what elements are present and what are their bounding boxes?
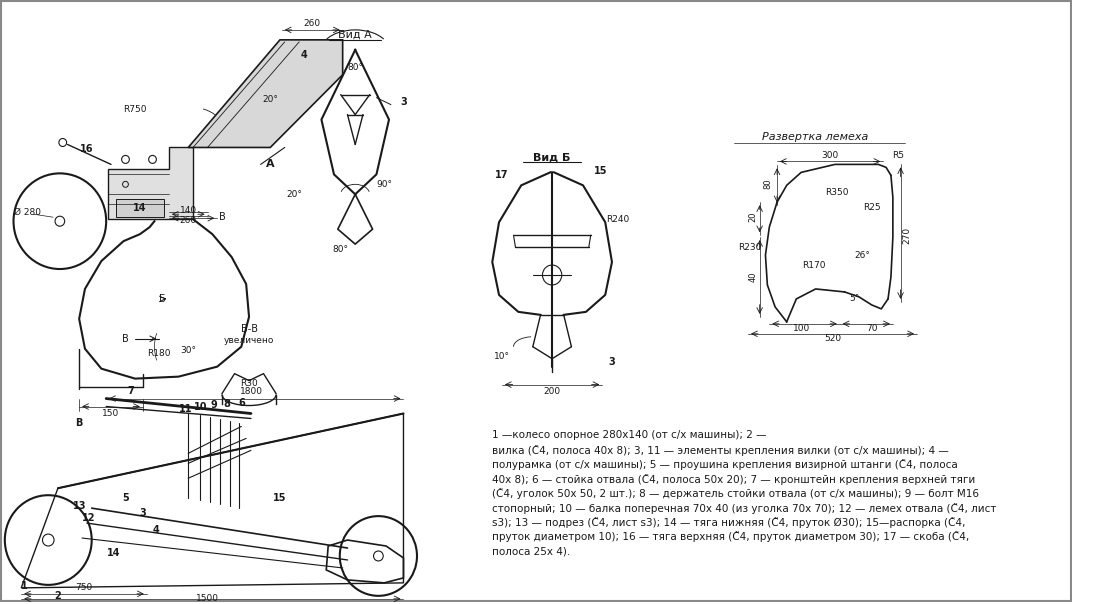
Text: 3: 3	[140, 508, 147, 518]
Text: 200: 200	[543, 387, 561, 396]
Text: 750: 750	[76, 583, 92, 593]
Text: R180: R180	[148, 349, 171, 358]
Polygon shape	[116, 199, 164, 217]
Text: 15: 15	[273, 493, 287, 503]
Text: 80°: 80°	[332, 245, 349, 254]
Text: R350: R350	[825, 188, 849, 197]
Text: 1: 1	[21, 581, 28, 591]
Text: Б: Б	[159, 294, 166, 304]
Text: 12: 12	[82, 513, 96, 523]
Text: 20°: 20°	[287, 190, 302, 199]
Text: (С͂4, уголок 50х 50, 2 шт.); 8 — держатель стойки отвала (от с/х машины); 9 — бо: (С͂4, уголок 50х 50, 2 шт.); 8 — держате…	[492, 488, 979, 499]
Text: 4: 4	[153, 525, 160, 535]
Text: 100: 100	[792, 324, 810, 333]
Text: 5: 5	[122, 493, 129, 503]
Text: увеличено: увеличено	[223, 336, 274, 345]
Text: В-В: В-В	[241, 324, 258, 334]
Text: 3: 3	[400, 97, 407, 107]
Text: полоса 25х 4).: полоса 25х 4).	[492, 546, 571, 556]
Text: 90°: 90°	[377, 180, 392, 189]
Text: 1800: 1800	[240, 387, 262, 396]
Text: R230: R230	[739, 243, 762, 252]
Polygon shape	[108, 147, 193, 219]
Text: 260: 260	[303, 19, 320, 28]
Text: 11: 11	[179, 403, 192, 414]
Text: 40: 40	[749, 272, 758, 282]
Text: 520: 520	[824, 334, 841, 343]
Text: 20: 20	[749, 212, 758, 222]
Text: 26°: 26°	[854, 251, 870, 260]
Text: полурамка (от с/х машины); 5 — проушина крепления визирной штанги (С͂4, полоса: полурамка (от с/х машины); 5 — проушина …	[492, 459, 958, 471]
Text: 9: 9	[211, 399, 218, 410]
Text: R240: R240	[607, 214, 630, 223]
Text: 1500: 1500	[196, 594, 219, 603]
Text: s3); 13 — подрез (С͂4, лист s3); 14 — тяга нижняя (С͂4, пруток Ø30); 15—распорка: s3); 13 — подрез (С͂4, лист s3); 14 — тя…	[492, 517, 965, 528]
Text: 80: 80	[763, 178, 772, 188]
Text: 260: 260	[180, 216, 197, 225]
Text: вилка (С͂4, полоса 40х 8); 3, 11 — элементы крепления вилки (от с/х машины); 4 —: вилка (С͂4, полоса 40х 8); 3, 11 — элеме…	[492, 445, 949, 456]
Text: 70: 70	[865, 324, 878, 333]
Text: R30: R30	[240, 379, 258, 388]
Text: 10°: 10°	[494, 352, 510, 361]
Text: В: В	[219, 212, 226, 222]
Text: 40х 8); 6 — стойка отвала (С͂4, полоса 50х 20); 7 — кронштейн крепления верхней : 40х 8); 6 — стойка отвала (С͂4, полоса 5…	[492, 474, 975, 484]
Text: R170: R170	[802, 260, 825, 269]
Text: 10: 10	[194, 402, 208, 411]
Text: 6: 6	[238, 397, 244, 408]
Text: 8: 8	[223, 399, 230, 408]
Text: 4: 4	[301, 50, 308, 60]
Text: В: В	[122, 334, 129, 344]
Text: 3: 3	[609, 357, 615, 367]
Text: 1 —колесо опорное 280х140 (от с/х машины); 2 —: 1 —колесо опорное 280х140 (от с/х машины…	[492, 431, 767, 440]
Text: 80°: 80°	[348, 63, 363, 72]
Text: Ø 280: Ø 280	[14, 208, 41, 217]
Text: Развертка лемеха: Развертка лемеха	[762, 132, 869, 143]
Text: 15: 15	[593, 166, 607, 176]
Text: 270: 270	[903, 226, 912, 243]
Text: 14: 14	[107, 548, 121, 558]
Text: 17: 17	[496, 170, 509, 181]
Text: 300: 300	[821, 151, 839, 160]
Text: 5°: 5°	[849, 294, 860, 303]
Text: 30°: 30°	[180, 346, 197, 355]
Polygon shape	[188, 40, 342, 147]
Text: A: A	[266, 159, 274, 169]
Text: 7: 7	[127, 385, 133, 396]
Text: 13: 13	[73, 501, 87, 511]
Text: 140: 140	[180, 206, 197, 215]
Text: 14: 14	[133, 203, 147, 213]
Text: 150: 150	[102, 409, 120, 418]
Text: В: В	[76, 419, 83, 428]
Text: 20°: 20°	[262, 95, 278, 104]
Text: R5: R5	[892, 151, 903, 160]
Text: R25: R25	[863, 203, 880, 212]
Text: стопорный; 10 — балка поперечная 70х 40 (из уголка 70х 70); 12 — лемех отвала (С: стопорный; 10 — балка поперечная 70х 40 …	[492, 503, 997, 513]
Text: Вид Б: Вид Б	[533, 152, 571, 162]
Text: R750: R750	[123, 105, 147, 114]
Text: 16: 16	[80, 144, 93, 155]
Text: пруток диаметром 10); 16 — тяга верхняя (С͂4, пруток диаметром 30); 17 — скоба (: пруток диаметром 10); 16 — тяга верхняя …	[492, 532, 970, 542]
Text: 2: 2	[54, 591, 61, 601]
Text: Вид А: Вид А	[339, 30, 372, 40]
